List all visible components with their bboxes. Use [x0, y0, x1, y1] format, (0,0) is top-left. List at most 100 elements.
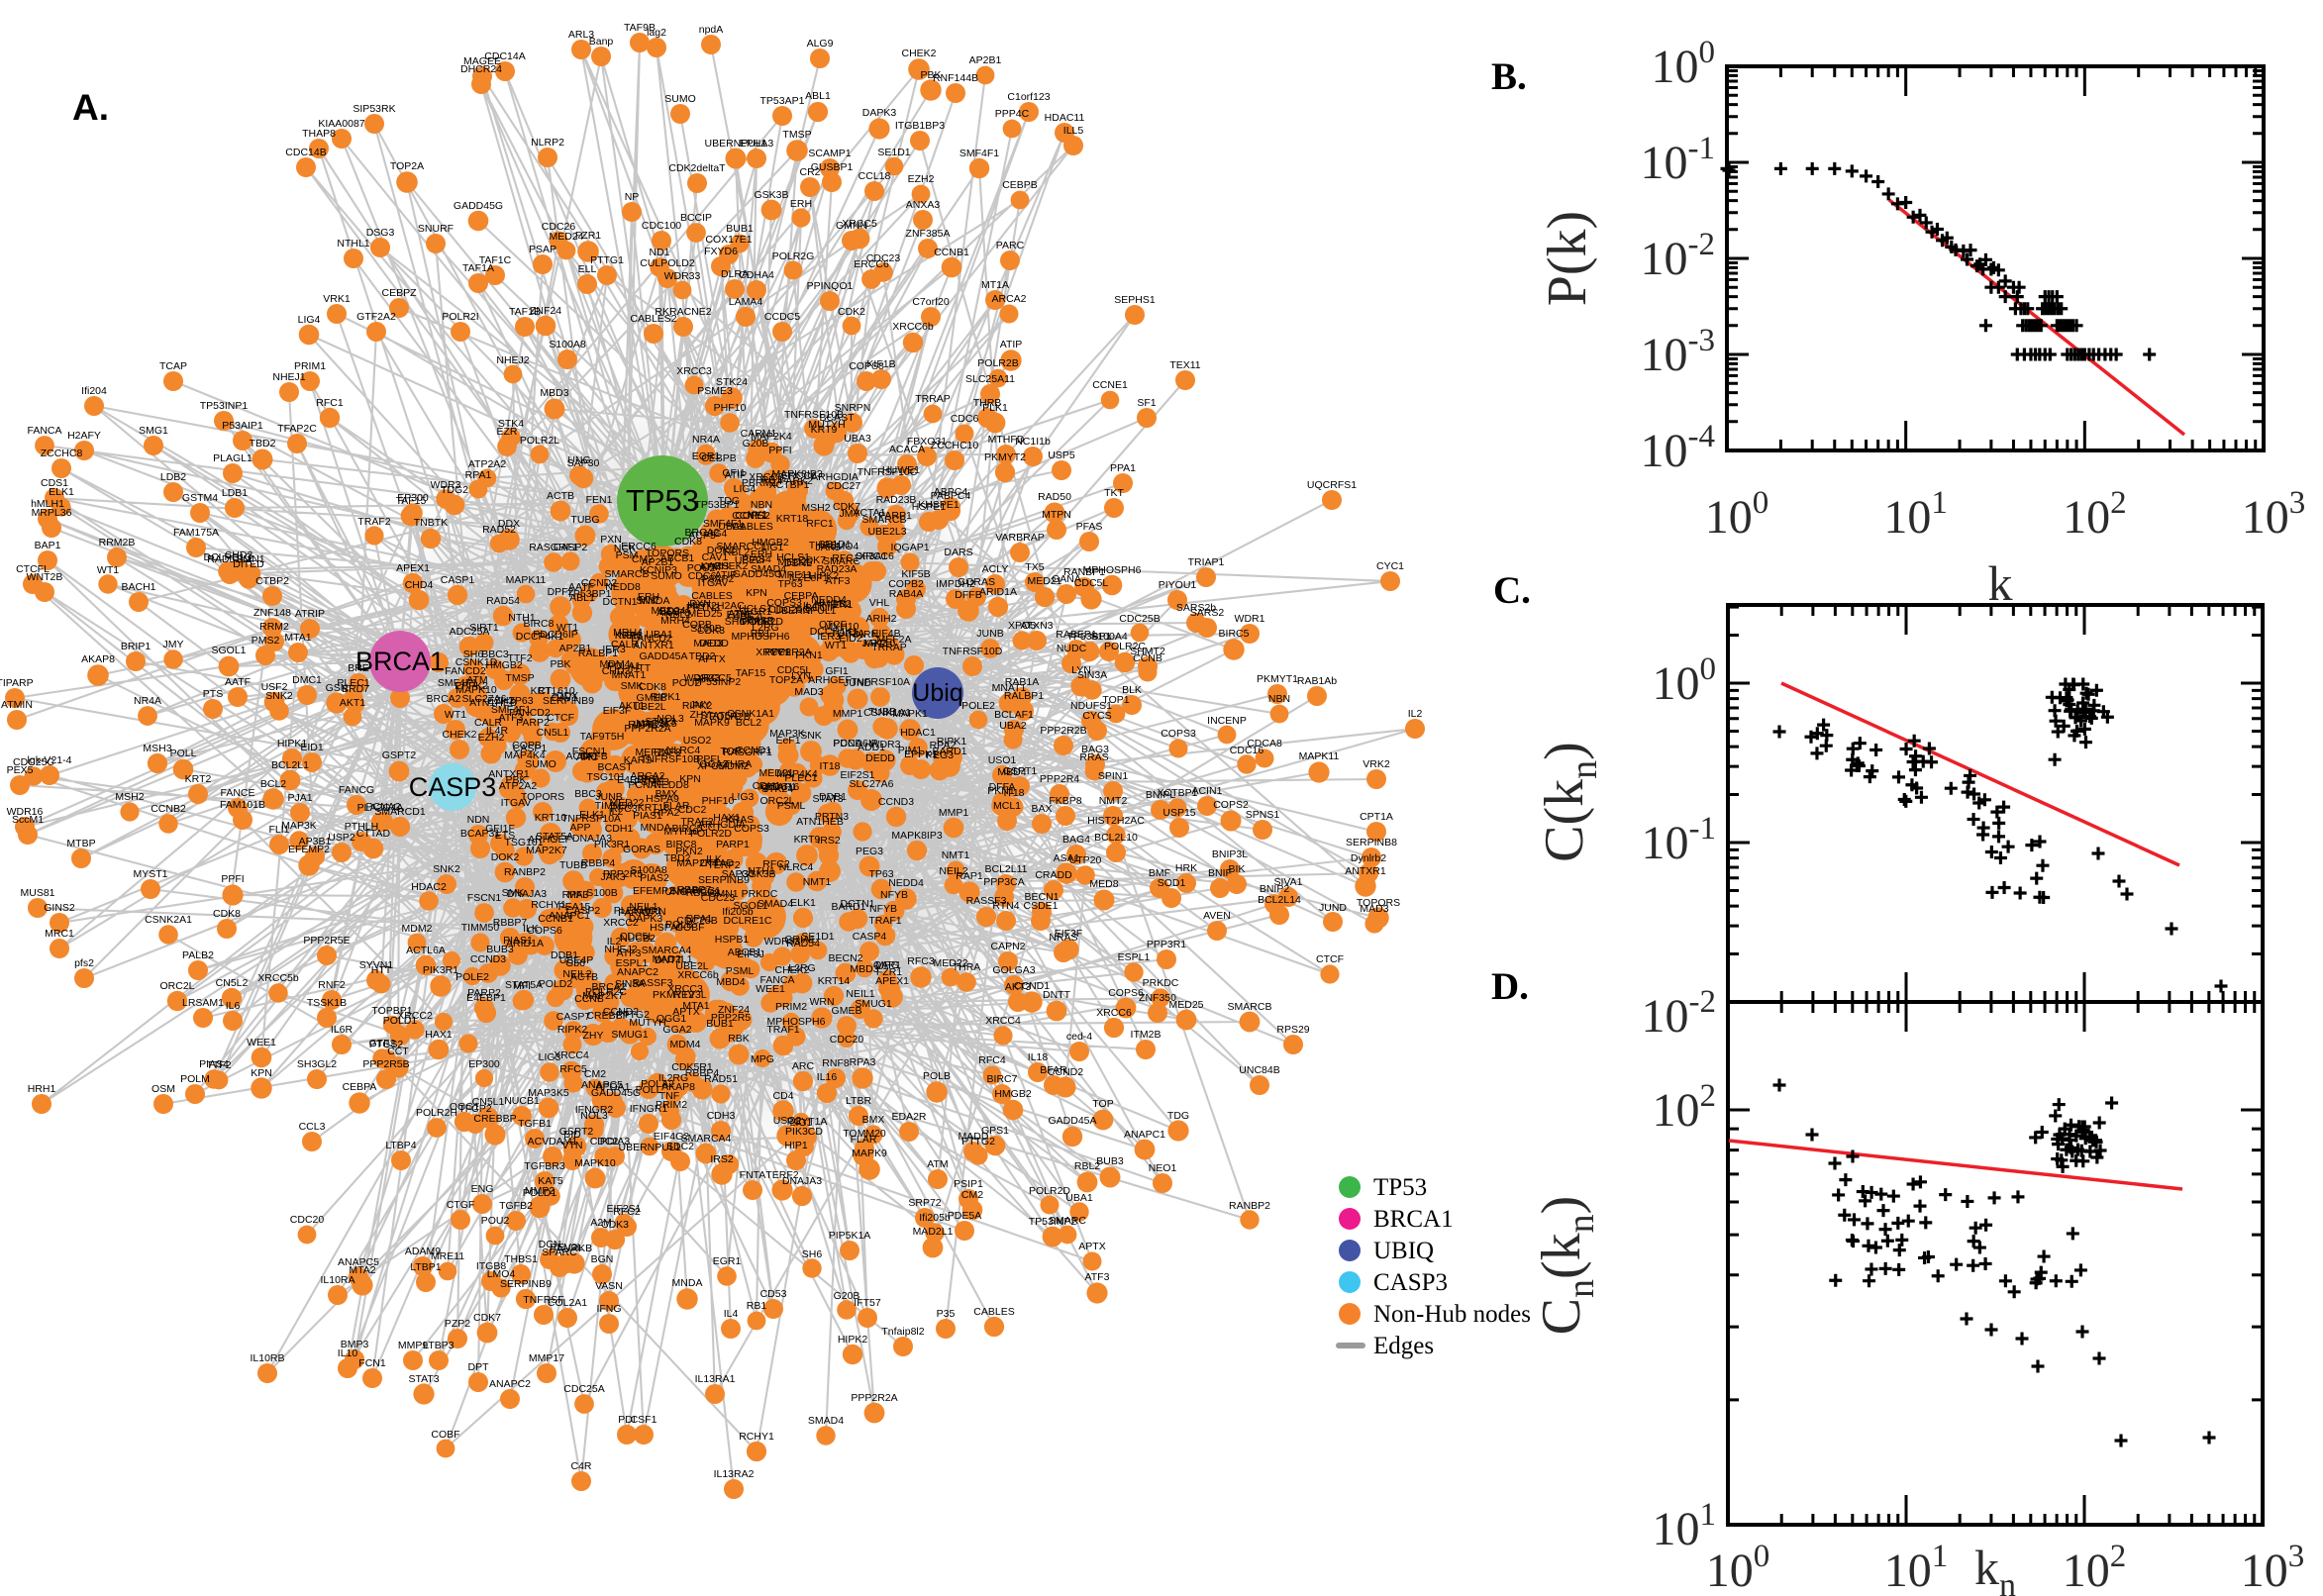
- svg-text:Ubiq: Ubiq: [912, 679, 962, 707]
- svg-text:PKMYT2: PKMYT2: [653, 989, 694, 1001]
- svg-text:THAP8: THAP8: [302, 128, 336, 140]
- svg-text:BCL2L11: BCL2L11: [984, 863, 1027, 875]
- svg-text:TMSP: TMSP: [505, 672, 534, 684]
- svg-text:RAB4A: RAB4A: [889, 588, 923, 600]
- svg-text:AVEN: AVEN: [1203, 910, 1231, 922]
- svg-text:IRS2: IRS2: [817, 835, 841, 847]
- svg-text:PPP3R1: PPP3R1: [1147, 939, 1186, 950]
- svg-text:SUMO: SUMO: [664, 93, 696, 105]
- svg-text:JAK3: JAK3: [600, 871, 625, 883]
- svg-text:DMC1: DMC1: [292, 674, 322, 686]
- svg-text:SIP53RK: SIP53RK: [353, 103, 395, 115]
- svg-text:GSK3B: GSK3B: [754, 189, 788, 201]
- svg-text:TP53BP1: TP53BP1: [1067, 631, 1112, 643]
- svg-text:CTGF: CTGF: [447, 1199, 475, 1211]
- svg-text:PKMYT2: PKMYT2: [984, 451, 1026, 463]
- svg-text:RFC3: RFC3: [907, 955, 935, 967]
- svg-text:NEO1: NEO1: [1149, 1162, 1177, 1174]
- svg-text:BCCIP: BCCIP: [680, 212, 712, 224]
- svg-text:ZNF148: ZNF148: [253, 607, 291, 619]
- svg-text:TRAF1: TRAF1: [766, 1024, 799, 1036]
- svg-text:LDB2: LDB2: [160, 471, 186, 483]
- svg-text:KRT14: KRT14: [818, 975, 851, 987]
- svg-text:JAK3: JAK3: [815, 542, 840, 553]
- svg-text:WT1: WT1: [97, 564, 119, 576]
- svg-text:PHF10: PHF10: [714, 402, 747, 414]
- svg-text:HDAC2: HDAC2: [411, 881, 447, 893]
- svg-text:POLR2D: POLR2D: [1029, 1185, 1070, 1197]
- svg-text:NC1I1b: NC1I1b: [1015, 436, 1051, 448]
- svg-text:TRAF1: TRAF1: [868, 915, 901, 927]
- svg-text:RPS29: RPS29: [1276, 1024, 1309, 1036]
- svg-text:NDUFS1: NDUFS1: [1070, 700, 1112, 712]
- svg-text:ORC2L: ORC2L: [159, 980, 194, 992]
- svg-text:ATRIP: ATRIP: [295, 608, 325, 620]
- svg-text:GOLGA3: GOLGA3: [992, 964, 1035, 976]
- svg-text:FAM175A: FAM175A: [173, 527, 219, 539]
- svg-text:BFAR: BFAR: [1040, 1064, 1067, 1076]
- svg-text:BAG4: BAG4: [1062, 834, 1090, 846]
- svg-text:TNFRSF10A: TNFRSF10A: [851, 676, 910, 688]
- svg-text:UBE2I: UBE2I: [735, 554, 764, 566]
- svg-text:TP53: TP53: [1373, 1174, 1427, 1201]
- svg-text:ERH: ERH: [790, 198, 812, 210]
- svg-text:VASN: VASN: [595, 1280, 623, 1292]
- svg-text:NEIL2: NEIL2: [939, 865, 967, 877]
- svg-text:HIST2H2AC: HIST2H2AC: [1087, 815, 1145, 827]
- svg-text:KPN: KPN: [251, 1067, 272, 1079]
- svg-text:GADD45G: GADD45G: [591, 1087, 641, 1099]
- svg-text:CEBPA: CEBPA: [343, 1081, 377, 1093]
- svg-text:CDK3: CDK3: [601, 1219, 629, 1231]
- svg-text:Non-Hub nodes: Non-Hub nodes: [1373, 1301, 1531, 1328]
- svg-text:SMARC: SMARC: [823, 555, 860, 567]
- svg-text:CASP4: CASP4: [853, 931, 887, 943]
- svg-text:NEDD4: NEDD4: [888, 877, 924, 889]
- svg-text:USP15: USP15: [1162, 807, 1195, 819]
- svg-text:IL2RG: IL2RG: [658, 1072, 688, 1084]
- svg-text:SMF4F1: SMF4F1: [438, 677, 477, 689]
- svg-text:FKBP8: FKBP8: [1049, 795, 1081, 807]
- svg-text:TRIAP1: TRIAP1: [1188, 556, 1225, 568]
- svg-text:COPS3: COPS3: [734, 823, 769, 835]
- svg-text:APTX: APTX: [672, 1006, 699, 1018]
- svg-text:DLRA: DLRA: [721, 268, 749, 280]
- svg-text:MADD: MADD: [959, 1131, 989, 1143]
- svg-text:NTH1: NTH1: [508, 612, 536, 624]
- svg-text:MDM4: MDM4: [670, 1039, 701, 1050]
- svg-text:ABL1: ABL1: [805, 90, 831, 102]
- svg-text:PLEKHO1: PLEKHO1: [614, 905, 662, 917]
- svg-text:LAMA4: LAMA4: [729, 296, 763, 308]
- svg-text:CARM1: CARM1: [741, 428, 777, 440]
- svg-text:SMK: SMK: [621, 680, 644, 692]
- svg-text:KPN: KPN: [746, 587, 767, 599]
- svg-text:XPO5: XPO5: [1008, 620, 1036, 632]
- svg-text:TOP1: TOP1: [1102, 694, 1129, 706]
- svg-text:ORC2L: ORC2L: [759, 795, 794, 807]
- svg-text:ITGB8: ITGB8: [476, 1260, 507, 1272]
- svg-text:ACTL6A: ACTL6A: [406, 945, 446, 956]
- svg-text:HIP1: HIP1: [784, 1140, 808, 1151]
- svg-text:GADD45A: GADD45A: [1048, 1115, 1096, 1127]
- svg-text:HDAC1: HDAC1: [900, 727, 936, 739]
- svg-text:DPT: DPT: [468, 1361, 490, 1373]
- svg-text:TERF2: TERF2: [765, 1169, 798, 1181]
- svg-text:FANCA: FANCA: [27, 425, 61, 437]
- svg-text:BCLAF1: BCLAF1: [994, 709, 1034, 721]
- svg-text:ITGB1BP3: ITGB1BP3: [895, 120, 945, 132]
- svg-text:SF1: SF1: [1137, 397, 1156, 409]
- svg-text:ZNF350: ZNF350: [1139, 992, 1176, 1004]
- svg-text:CHEK2: CHEK2: [901, 48, 936, 59]
- svg-text:XRCC6: XRCC6: [1096, 1007, 1132, 1019]
- svg-text:IFNGR1: IFNGR1: [630, 1103, 668, 1115]
- svg-text:TBD2: TBD2: [250, 438, 276, 449]
- svg-text:CDK8: CDK8: [213, 908, 241, 920]
- svg-text:HMGB2: HMGB2: [485, 659, 523, 671]
- svg-text:IL4: IL4: [724, 1308, 739, 1320]
- svg-text:PTTG2: PTTG2: [961, 1136, 995, 1147]
- svg-text:CPT1A: CPT1A: [1360, 811, 1393, 823]
- svg-text:MMP17: MMP17: [529, 1352, 564, 1364]
- svg-text:EZR: EZR: [497, 426, 518, 438]
- svg-text:RFC5: RFC5: [559, 1063, 587, 1075]
- svg-text:LTBP1: LTBP1: [410, 1261, 441, 1273]
- svg-text:RAB1A: RAB1A: [1005, 676, 1039, 688]
